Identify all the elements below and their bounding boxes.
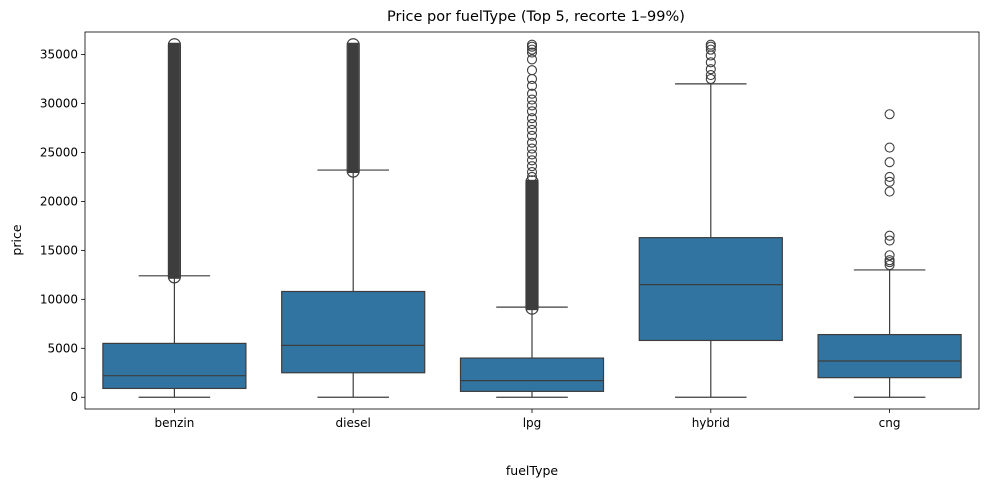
outlier-point [884,109,895,120]
outliers-dense-band-fill [526,179,538,311]
boxes-layer [102,38,962,398]
x-tick-label: benzin [154,416,194,430]
box-iqr [459,357,605,392]
box-group-cng [817,109,962,398]
outliers-dense-band [346,38,360,178]
y-tick-label: 0 [70,390,78,404]
outliers-dense-band-fill [168,42,180,279]
outlier-point [705,70,716,81]
outlier-point [526,73,538,85]
outlier-point [526,118,538,130]
outliers-dense-band-fill [347,42,359,174]
x-tick-label: diesel [336,416,371,430]
outlier-point [526,39,538,50]
outlier-point [526,88,538,99]
box-group-hybrid [638,39,783,398]
x-tick-label: cng [879,416,901,430]
y-tick-label: 30000 [40,96,78,110]
outlier-point [526,143,538,154]
x-tick-label: lpg [523,416,542,430]
x-tick-label: hybrid [692,416,730,430]
outlier-point [884,142,895,153]
outlier-point [526,171,538,182]
outlier-point [526,44,538,55]
box-iqr [817,333,962,379]
y-tick-label: 5000 [47,341,78,355]
outlier-point [884,157,895,168]
chart-title: Price por fuelType (Top 5, recorte 1–99%… [387,9,685,25]
box-iqr [281,290,426,374]
outlier-point [526,149,538,160]
box-group-diesel [281,38,426,398]
plot-frame [84,31,980,410]
outlier-point [884,250,895,261]
outlier-point [705,64,716,75]
outlier-point [884,176,895,187]
box-iqr [102,342,247,390]
outlier-point [526,161,538,172]
outliers-dense-band [525,175,539,315]
outlier-point [526,130,538,141]
outlier-point [884,171,895,182]
outlier-point [884,235,895,246]
outlier-point [884,255,895,266]
box-group-benzin [102,38,247,398]
outlier-point [526,80,538,91]
y-tick-label: 35000 [40,48,78,62]
y-tick-label: 20000 [40,194,78,208]
box-group-lpg [459,39,605,398]
outliers-dense-band [167,38,181,284]
outlier-point [884,230,895,241]
outlier-point [526,124,538,135]
outlier-point [526,155,538,166]
outlier-point [526,100,538,111]
y-axis-title: price [9,224,24,255]
outlier-point [526,113,538,124]
outlier-point [526,137,538,148]
outlier-point [705,39,716,50]
x-axis-title: fuelType [506,463,559,478]
y-tick-label: 10000 [40,292,78,306]
outlier-point [526,106,538,117]
y-tick-label: 15000 [40,243,78,257]
y-tick-label: 25000 [40,145,78,159]
outlier-point [705,73,716,85]
outlier-point [526,166,538,178]
outlier-point [884,186,895,197]
y-axis: 0 5000 10000 15000 20000 25000 30000 35000 [40,48,85,404]
box-iqr [638,237,783,342]
outlier-point [884,260,895,271]
x-axis: benzin diesel lpg hybrid cng [154,409,901,430]
outlier-point [705,57,716,68]
outlier-point [526,65,538,76]
outlier-point [526,54,538,65]
outlier-point [705,44,716,55]
outlier-point [526,47,538,58]
outlier-point [526,94,538,105]
